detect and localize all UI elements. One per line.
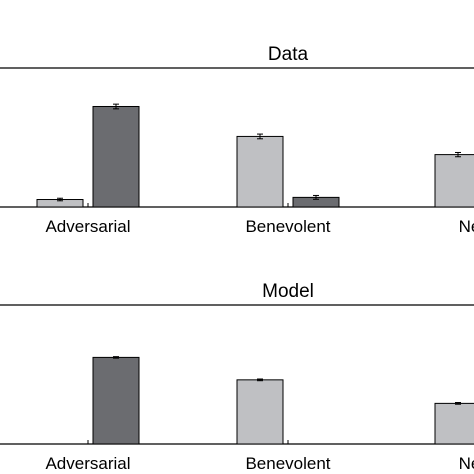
bar bbox=[236, 135, 284, 208]
x-tick-label: Neutral bbox=[459, 454, 474, 473]
x-tick-label: Benevolent bbox=[245, 217, 330, 236]
x-tick-label: Adversarial bbox=[45, 454, 130, 473]
panel-title: Model bbox=[262, 281, 314, 302]
x-tick-label: Neutral bbox=[459, 217, 474, 236]
bar bbox=[236, 379, 284, 445]
x-tick-label: Adversarial bbox=[45, 217, 130, 236]
bar bbox=[92, 105, 140, 208]
bar bbox=[92, 356, 140, 445]
bar bbox=[434, 154, 474, 208]
x-tick-label: Benevolent bbox=[245, 454, 330, 473]
bar bbox=[434, 402, 474, 445]
model-panel: Model Adversarial Benevolent Neutral bbox=[0, 281, 474, 473]
data-panel: Data Adversarial Benevolent Neutral bbox=[0, 44, 474, 236]
panel-title: Data bbox=[268, 44, 309, 65]
